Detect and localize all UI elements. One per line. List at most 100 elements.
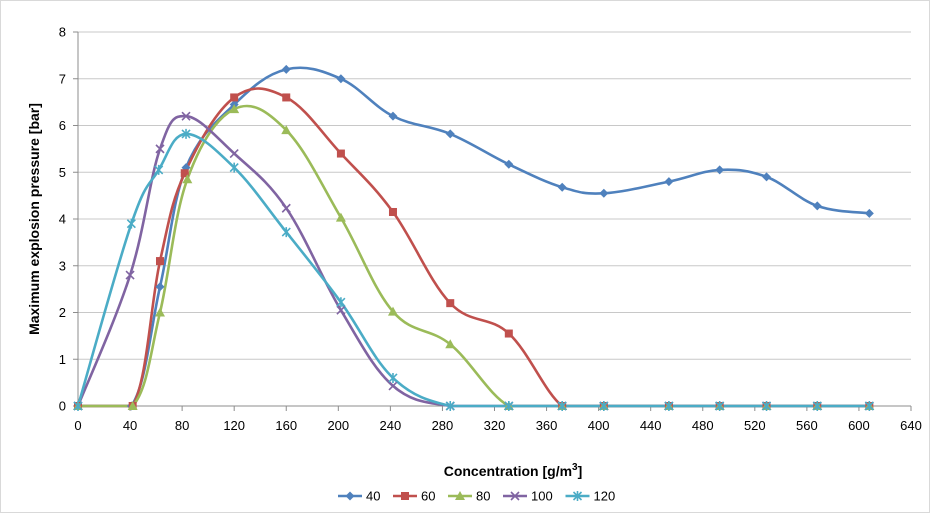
y-axis-tick-labels: 0 1 2 3 4 5 6 7 8 [59, 25, 66, 414]
x-tick-label-520: 520 [744, 418, 766, 433]
data-point-100-40 [125, 270, 135, 280]
data-point-120-372 [557, 401, 567, 411]
series-lines [76, 66, 870, 408]
legend-label-100: 100 [531, 489, 553, 504]
data-point-120-454 [664, 401, 674, 411]
data-point-120-160 [281, 227, 291, 238]
data-point-80-202 [335, 212, 346, 222]
x-tick-label-600: 600 [848, 418, 870, 433]
data-point-120-331 [504, 401, 514, 411]
data-point-120-120 [229, 162, 239, 173]
data-point-40-454 [664, 177, 674, 187]
data-point-60-331 [504, 329, 513, 338]
data-point-100-160 [281, 203, 291, 213]
y-tick-label-4: 4 [59, 212, 66, 227]
x-axis-title-end: ] [578, 463, 583, 479]
x-tick-label-320: 320 [484, 418, 506, 433]
data-point-120-0 [73, 401, 83, 411]
data-point-60-242 [388, 207, 397, 216]
y-tick-label-0: 0 [59, 399, 66, 414]
data-point-100-63 [155, 144, 165, 154]
x-tick-label-0: 0 [74, 418, 81, 433]
legend-label-40: 40 [366, 489, 380, 504]
series-markers [73, 64, 875, 411]
data-point-60-82 [180, 169, 189, 178]
data-point-60-286 [446, 299, 455, 308]
legend-label-120: 120 [594, 489, 616, 504]
data-point-120-286 [445, 401, 455, 411]
x-tick-label-560: 560 [796, 418, 818, 433]
data-point-60-120 [230, 93, 239, 102]
x-tick-label-360: 360 [536, 418, 558, 433]
y-tick-label-3: 3 [59, 258, 66, 273]
data-point-40-286 [445, 129, 455, 139]
data-point-60-202 [336, 149, 345, 158]
x-tick-label-160: 160 [275, 418, 297, 433]
legend: 40 60 80 100 120 [338, 489, 615, 504]
y-axis-title: Maximum explosion pressure [bar] [26, 103, 42, 335]
legend-marker-60 [401, 492, 409, 500]
data-point-60-160 [282, 93, 291, 102]
x-tick-label-440: 440 [640, 418, 662, 433]
x-axis-title-main: Concentration [g/m [444, 463, 572, 479]
data-point-120-41 [126, 218, 136, 229]
x-axis-tick-labels: 0 40 80 120 160 200 240 280 320 360 400 440 480 520 56… [74, 418, 921, 433]
legend-marker-40 [345, 491, 355, 501]
data-point-40-608 [864, 208, 874, 218]
y-tick-label-6: 6 [59, 118, 66, 133]
legend-label-80: 80 [476, 489, 490, 504]
x-tick-label-40: 40 [123, 418, 137, 433]
data-point-120-529 [761, 401, 772, 411]
data-point-40-529 [762, 172, 772, 182]
data-point-80-42 [127, 401, 138, 410]
data-point-100-120 [229, 148, 239, 159]
x-tick-label-200: 200 [327, 418, 349, 433]
axes [73, 31, 912, 411]
series-line-40 [78, 66, 870, 408]
x-tick-label-80: 80 [175, 418, 189, 433]
x-axis-title: Concentration [g/m3] [444, 462, 583, 479]
data-point-100-83 [181, 111, 191, 121]
y-tick-label-2: 2 [59, 305, 66, 320]
y-tick-label-5: 5 [59, 165, 66, 180]
data-point-120-404 [599, 401, 609, 411]
legend-marker-120 [572, 491, 583, 501]
x-tick-label-480: 480 [692, 418, 714, 433]
data-point-80-63 [154, 307, 165, 317]
series-line-120 [76, 132, 870, 408]
data-point-120-202 [336, 297, 346, 308]
gridlines [78, 31, 911, 360]
data-point-80-120 [229, 104, 240, 114]
x-axis-title-superscript: 3 [572, 462, 578, 473]
data-point-80-286 [445, 339, 456, 349]
data-point-40-404 [599, 188, 609, 198]
data-point-120-608 [864, 401, 874, 411]
legend-marker-80 [455, 491, 465, 500]
data-point-100-242 [388, 381, 398, 391]
data-point-40-202 [336, 74, 346, 84]
data-point-40-160 [281, 64, 291, 74]
data-point-80-242 [387, 306, 398, 316]
data-point-120-568 [812, 401, 822, 411]
data-point-80-84 [182, 174, 193, 184]
x-tick-label-280: 280 [432, 418, 454, 433]
data-point-40-568 [812, 201, 822, 211]
data-point-120-83 [181, 128, 191, 139]
data-point-120-62 [154, 164, 164, 175]
y-tick-label-1: 1 [59, 352, 66, 367]
x-tick-label-400: 400 [588, 418, 610, 433]
legend-label-60: 60 [421, 489, 435, 504]
legend-marker-100 [510, 491, 520, 501]
data-point-120-242 [388, 372, 398, 383]
x-tick-label-240: 240 [380, 418, 402, 433]
y-tick-label-7: 7 [59, 71, 66, 86]
data-point-40-331 [504, 159, 514, 169]
y-tick-label-8: 8 [59, 25, 66, 40]
data-point-40-63 [155, 282, 165, 292]
data-point-60-63 [155, 257, 164, 266]
data-point-40-242 [388, 111, 398, 121]
data-point-80-160 [281, 125, 292, 135]
data-point-120-493 [715, 401, 725, 411]
